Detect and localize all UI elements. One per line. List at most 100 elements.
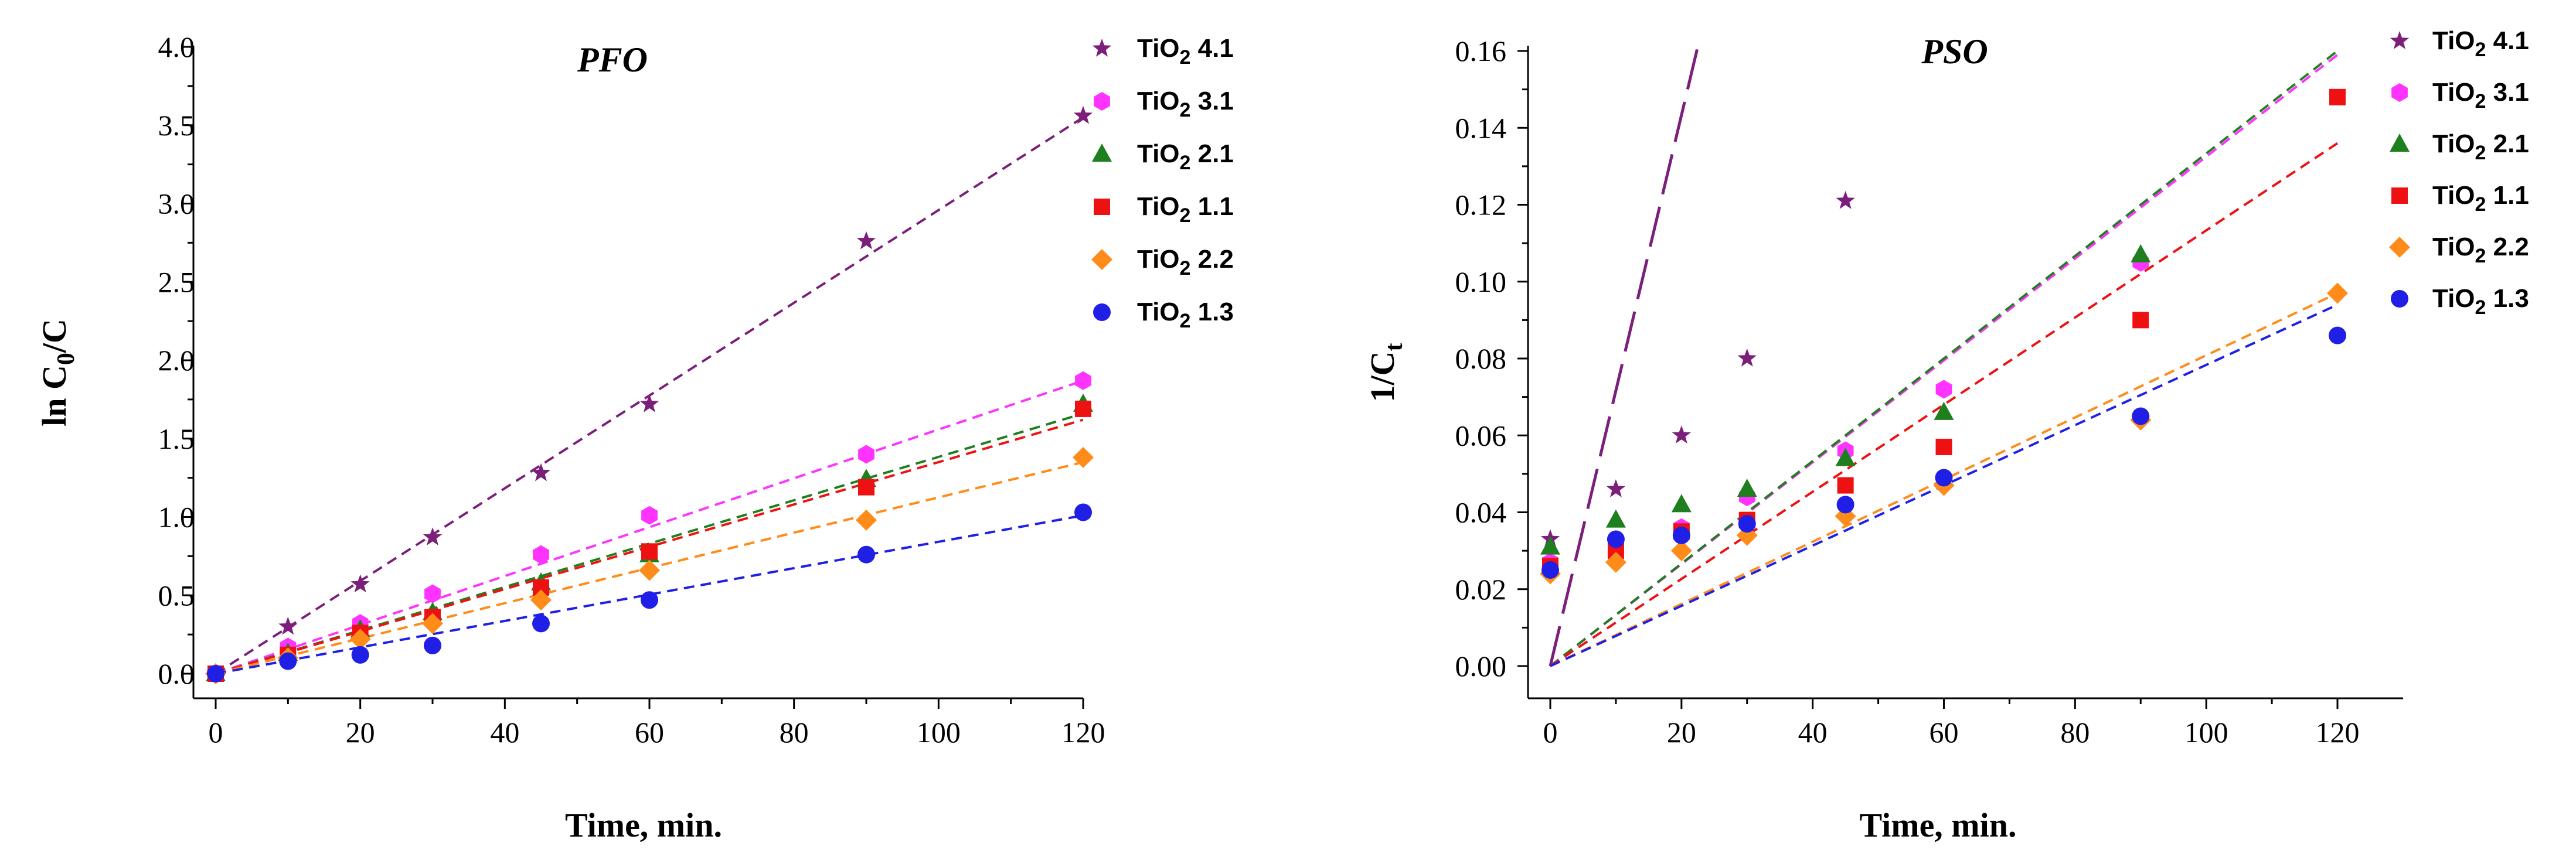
pfo-data-point xyxy=(424,584,441,603)
pso-data-point xyxy=(1837,477,1854,494)
pso-data-point xyxy=(1672,425,1691,443)
pso-data-points xyxy=(1540,88,2348,585)
pfo-data-point xyxy=(1073,446,1094,468)
pfo-data-point xyxy=(531,463,551,482)
pso-x-tick-label: 20 xyxy=(1667,716,1696,749)
pso-data-point xyxy=(1835,448,1856,466)
pso-x-tick-label: 100 xyxy=(2184,716,2228,749)
pfo-legend-label: TiO2 2.1 xyxy=(1137,139,1234,174)
pso-data-point xyxy=(2132,407,2150,425)
pfo-legend-label: TiO2 3.1 xyxy=(1137,87,1234,121)
pso-fit-line xyxy=(1549,50,2339,667)
pfo-data-point xyxy=(858,479,874,496)
pfo-data-point xyxy=(424,636,441,654)
pso-legend-marker xyxy=(2389,237,2410,258)
pfo-fit-line xyxy=(215,379,1083,675)
pso-data-point xyxy=(1934,401,1954,420)
pfo-data-point xyxy=(351,574,370,593)
pso-fit-line xyxy=(1550,292,2338,667)
pfo-data-point xyxy=(349,629,371,650)
pfo-data-point xyxy=(857,545,875,564)
pfo-legend-marker xyxy=(1092,39,1112,57)
pfo-legend-marker xyxy=(1094,199,1110,215)
pfo-data-point xyxy=(856,231,876,250)
pfo-fit-line xyxy=(215,412,1083,675)
pfo-y-tick-label: 3.0 xyxy=(158,187,195,220)
pfo-data-point xyxy=(856,509,877,531)
pso-data-point xyxy=(1935,380,1952,399)
pfo-legend-marker xyxy=(1091,249,1112,270)
pso-data-point xyxy=(1607,530,1625,548)
pso-legend-marker xyxy=(2391,187,2408,204)
pfo-legend-label: TiO2 4.1 xyxy=(1137,34,1234,69)
pso-title: PSO xyxy=(1921,32,1988,71)
pfo-data-point xyxy=(1075,371,1091,390)
pso-x-tick-label: 40 xyxy=(1798,716,1828,749)
pso-data-point xyxy=(1738,515,1756,533)
pso-data-point xyxy=(1540,536,1560,555)
pfo-x-tick-label: 60 xyxy=(635,716,664,749)
pso-data-point xyxy=(1606,479,1626,497)
pfo-x-tick-label: 80 xyxy=(780,716,809,749)
pfo-legend-label: TiO2 1.1 xyxy=(1137,192,1234,227)
pso-data-point xyxy=(1836,190,1855,209)
pso-legend-label: TiO2 4.1 xyxy=(2432,26,2529,61)
pfo-y-tick-label: 0.5 xyxy=(158,579,195,612)
pfo-data-point xyxy=(1075,400,1091,417)
pfo-data-point xyxy=(858,445,874,464)
pso-legend-label: TiO2 1.1 xyxy=(2432,181,2529,216)
pfo-legend: TiO2 4.1 TiO2 3.1 TiO2 2.1 TiO2 1.1 TiO2 2.2… xyxy=(1091,34,1234,332)
pso-fit-lines xyxy=(1549,47,2339,667)
pso-legend-marker xyxy=(2391,83,2408,102)
pso-legend-label: TiO2 3.1 xyxy=(2432,78,2529,112)
pso-x-tick-label: 0 xyxy=(1543,716,1558,749)
pso-data-point xyxy=(2131,244,2151,262)
pso-data-point xyxy=(1605,509,1626,528)
pfo-y-tick-label: 2.5 xyxy=(158,265,195,298)
pfo-data-point xyxy=(641,543,658,560)
pfo-y-axis-title: ln C0/C xyxy=(35,319,80,426)
pfo-data-point xyxy=(207,665,224,682)
pso-legend-label: TiO2 1.3 xyxy=(2432,284,2529,319)
pso-legend: TiO2 4.1 TiO2 3.1 TiO2 2.1 TiO2 1.1 TiO2 2.2… xyxy=(2389,26,2529,319)
pfo-data-points xyxy=(205,105,1094,684)
pfo-panel: 0 20 40 60 80 100 120 0.0 0.5 1.0 1.5 2.0 2.5 3.0 3.5 4… xyxy=(35,30,1234,844)
pfo-data-point xyxy=(641,591,658,609)
pso-x-tick-label: 120 xyxy=(2316,716,2360,749)
pfo-data-point xyxy=(1074,503,1092,521)
pfo-data-point xyxy=(351,646,369,664)
pso-data-point xyxy=(1836,496,1854,514)
pfo-data-point xyxy=(639,559,660,581)
pso-y-tick-label: 0.08 xyxy=(1455,342,1507,375)
pfo-data-point xyxy=(530,589,552,611)
pso-data-point xyxy=(2329,326,2346,344)
pfo-x-tick-label: 40 xyxy=(490,716,519,749)
pso-data-point xyxy=(2329,88,2346,105)
pso-y-tick-label: 0.00 xyxy=(1455,650,1507,682)
pso-panel: 0 20 40 60 80 100 120 0.00 0.02 0.04 0.06 0.08 0.10 0… xyxy=(1363,26,2529,844)
pso-y-tick-label: 0.04 xyxy=(1455,496,1507,529)
pfo-x-axis-title: Time, min. xyxy=(565,806,722,844)
pso-x-axis-title: Time, min. xyxy=(1860,806,2017,844)
pfo-x-tick-label: 20 xyxy=(346,716,375,749)
pfo-legend-marker xyxy=(1092,144,1112,162)
pso-y-tick-label: 0.16 xyxy=(1455,35,1507,67)
pso-legend-label: TiO2 2.2 xyxy=(2432,233,2529,267)
pfo-title: PFO xyxy=(577,40,648,79)
pso-data-point xyxy=(1541,561,1559,579)
pso-data-point xyxy=(1671,494,1692,513)
pso-x-tick-label: 60 xyxy=(1930,716,1959,749)
pfo-data-point xyxy=(1073,105,1093,124)
pfo-fit-line xyxy=(215,514,1083,675)
pfo-data-point xyxy=(532,615,550,633)
pso-data-point xyxy=(1935,438,1952,455)
pso-fit-line xyxy=(1549,53,2339,667)
pso-y-axis-title: 1/Ct xyxy=(1363,343,1408,402)
pfo-x-tick-label: 100 xyxy=(917,716,961,749)
pso-data-point xyxy=(2327,282,2348,304)
pso-fit-line xyxy=(1549,142,2339,667)
pso-data-point xyxy=(1935,469,1953,487)
pso-data-point xyxy=(1670,540,1692,562)
pso-legend-marker xyxy=(2390,134,2410,152)
